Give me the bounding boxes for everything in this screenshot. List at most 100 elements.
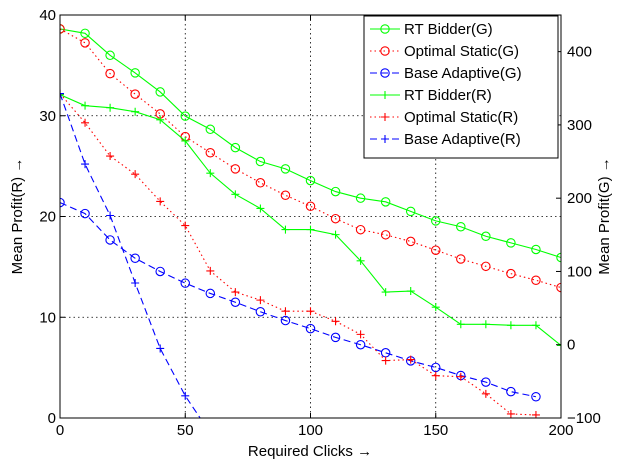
data-point <box>155 87 165 97</box>
legend-item: Optimal Static(R) <box>370 109 518 126</box>
data-point <box>106 103 115 112</box>
data-point <box>355 339 366 350</box>
data-point <box>430 245 441 255</box>
data-point <box>481 377 491 387</box>
data-point <box>230 297 241 307</box>
legend: RT Bidder(G) Optimal Static(G) Base Adapti… <box>363 15 559 159</box>
data-point <box>256 296 265 305</box>
data-point <box>281 225 290 234</box>
data-point <box>206 169 215 178</box>
data-point <box>356 256 365 265</box>
data-point <box>130 253 140 264</box>
data-point <box>81 160 90 169</box>
legend-item: RT Bidder(G) <box>370 21 493 38</box>
data-point <box>255 156 266 167</box>
series-5 <box>60 89 201 418</box>
legend-item: Base Adaptive(R) <box>370 131 521 148</box>
data-point <box>80 38 90 48</box>
data-point <box>531 392 541 402</box>
y-axis-label-right: Mean Profit(G) → <box>596 157 613 275</box>
data-point <box>181 136 190 145</box>
data-point <box>155 266 165 277</box>
y-tick-label-right: 0 <box>567 337 575 354</box>
data-point <box>105 50 115 61</box>
data-point <box>331 230 340 239</box>
data-point <box>60 24 65 34</box>
data-point <box>406 287 415 296</box>
data-point <box>506 386 516 397</box>
data-point <box>481 231 491 242</box>
legend-label: Optimal Static(R) <box>404 109 518 126</box>
legend-swatch-marker <box>380 68 390 78</box>
data-point <box>405 236 416 247</box>
data-point <box>381 288 390 297</box>
data-point <box>205 148 216 158</box>
legend-item: RT Bidder(R) <box>370 87 492 104</box>
legend-item: Optimal Static(G) <box>370 43 519 60</box>
data-point <box>231 288 240 297</box>
y-tick-label-left: 10 <box>39 309 56 326</box>
data-point <box>105 235 115 245</box>
data-point <box>205 124 216 135</box>
data-point <box>156 344 165 353</box>
data-point <box>231 190 240 199</box>
data-point <box>330 213 341 224</box>
y-tick-label-left: 0 <box>48 410 56 427</box>
data-point <box>506 321 515 330</box>
y-tick-label-left: 30 <box>39 108 56 125</box>
data-point <box>531 244 541 255</box>
y-tick-label-right: −100 <box>567 410 601 427</box>
data-point <box>280 315 291 326</box>
data-point <box>557 341 561 350</box>
data-point <box>206 266 215 275</box>
data-point <box>506 409 515 418</box>
data-point <box>506 268 516 279</box>
data-point <box>81 101 90 110</box>
data-point <box>506 238 516 248</box>
data-point <box>256 204 265 213</box>
legend-swatch-marker <box>380 24 390 34</box>
data-point <box>280 190 291 201</box>
tick-labels: 0 50 100 150 200 0 10 20 30 40 −100 0 100 200 300 400 <box>39 7 600 439</box>
data-point <box>60 90 64 99</box>
data-point <box>456 254 466 264</box>
x-tick-label: 50 <box>177 422 194 439</box>
data-point <box>205 288 216 299</box>
series-4 <box>60 89 540 418</box>
data-point <box>355 224 366 235</box>
x-tick-label: 150 <box>423 422 448 439</box>
data-point <box>131 170 140 179</box>
data-point <box>255 178 266 188</box>
data-point <box>131 278 140 287</box>
y-tick-label-right: 200 <box>567 190 592 207</box>
legend-swatch-marker <box>381 91 389 99</box>
data-point <box>130 89 140 99</box>
data-point <box>60 89 64 98</box>
data-point <box>481 389 490 398</box>
x-tick-label: 100 <box>298 422 323 439</box>
series-line <box>60 28 561 289</box>
series-line <box>60 93 536 416</box>
data-point <box>305 201 316 211</box>
data-point <box>305 175 316 186</box>
y-tick-label-left: 40 <box>39 7 56 24</box>
data-point <box>306 225 315 234</box>
legend-box <box>363 15 559 159</box>
data-point <box>380 230 391 240</box>
x-axis-label: Required Clicks → <box>248 443 372 460</box>
data-point <box>431 371 440 380</box>
legend-swatch-marker <box>381 135 389 143</box>
data-point <box>281 307 290 316</box>
legend-label: Base Adaptive(R) <box>404 131 521 148</box>
data-point <box>381 356 390 365</box>
data-point <box>406 355 415 364</box>
series-line <box>60 28 561 259</box>
data-point <box>130 68 140 78</box>
data-point <box>481 261 491 272</box>
legend-label: Base Adaptive(G) <box>404 65 522 82</box>
data-point <box>331 317 340 326</box>
data-point <box>456 320 465 329</box>
data-point <box>330 186 341 197</box>
legend-label: Optimal Static(G) <box>404 43 519 60</box>
series-3 <box>60 90 561 350</box>
